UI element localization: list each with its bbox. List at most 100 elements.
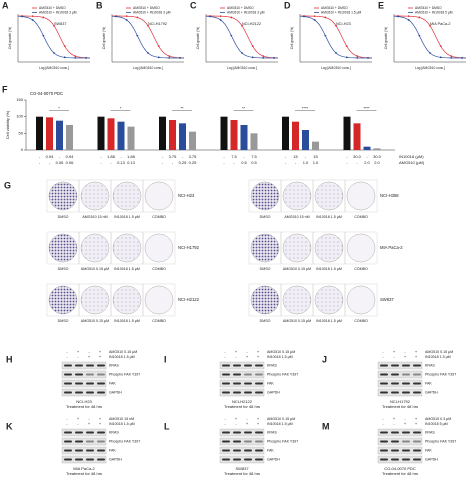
band: [75, 373, 83, 376]
in10018-dose: -: [59, 154, 61, 159]
amg510-dose: 1.0: [303, 160, 309, 165]
significance: ****: [302, 106, 309, 111]
band: [86, 382, 94, 385]
treatment-mark: -: [88, 349, 90, 354]
dose-point: [115, 15, 117, 18]
dose-point: [179, 57, 181, 59]
band: [97, 391, 105, 394]
x-axis-label: Log [AMG510 conc.]: [415, 66, 445, 70]
bar: [240, 125, 248, 150]
treatment-mark: -: [77, 421, 79, 426]
blot-strip: [61, 361, 107, 370]
band: [222, 373, 230, 376]
dose-point: [450, 55, 453, 58]
x-axis-label: Log [AMG510 conc.]: [39, 66, 69, 70]
band: [222, 440, 230, 443]
well: [250, 233, 280, 263]
band: [380, 458, 388, 461]
amg510-dose: 0.5: [251, 160, 257, 165]
panel-label: E: [378, 0, 384, 10]
well: [346, 181, 376, 211]
bar: [230, 120, 238, 150]
panel-label: M: [322, 421, 330, 431]
in10018-dose: -: [223, 154, 225, 159]
band: [380, 449, 388, 452]
y-tick-label: 100: [16, 114, 23, 119]
dose-point: [42, 16, 45, 19]
y-axis-label: Cell growth (%): [8, 27, 12, 50]
cell-line: SW837: [54, 22, 66, 26]
protein-label: KRAS: [425, 430, 435, 434]
treatment-mark: -: [382, 349, 384, 354]
amg510-dose: -: [39, 160, 41, 165]
bar: [220, 116, 228, 150]
plate-frame: [142, 231, 176, 265]
amg510-dose: -: [49, 160, 51, 165]
dose-point: [63, 56, 66, 59]
in10018-dose: 30.0: [373, 154, 382, 159]
in10018-dose: 7.5: [231, 154, 237, 159]
dose-point: [461, 57, 463, 59]
protein-label: Phospho FAK Y397: [109, 372, 140, 376]
band: [233, 431, 241, 434]
blot-strip: [219, 370, 265, 379]
band: [391, 440, 399, 443]
protein-label: KRAS: [267, 430, 277, 434]
legend-label: AMG510 + IN10018 3 μM: [39, 10, 77, 14]
in10018-dose: -: [305, 154, 307, 159]
dose-point: [367, 57, 369, 59]
condition-label: IN10018 1.5 μM: [114, 319, 140, 323]
significance: **: [242, 106, 246, 111]
dose-point: [241, 52, 243, 54]
treatment-mark: -: [393, 421, 395, 426]
condition-label: COMBO: [354, 319, 368, 323]
bar: [66, 125, 73, 150]
treatment-mark: -: [246, 416, 248, 421]
dose-point: [21, 15, 23, 18]
protein-label: Phospho FAK Y397: [267, 372, 298, 376]
treatment-mark: +: [393, 349, 396, 354]
band: [233, 449, 241, 452]
dose-point: [219, 19, 222, 21]
blot-strip: [377, 437, 423, 446]
panel-label: K: [6, 421, 13, 431]
amg510-dose: -: [223, 160, 225, 165]
treatment-label: IN10018 5 μM: [425, 422, 448, 426]
treatment-mark: +: [235, 349, 238, 354]
dose-point: [356, 55, 359, 58]
treatment-mark: -: [224, 416, 226, 421]
band: [391, 431, 399, 434]
blot-strip: [377, 361, 423, 370]
protein-label: GAPDH: [425, 390, 438, 394]
well: [144, 233, 174, 263]
treatment-mark: +: [393, 416, 396, 421]
dose-point: [313, 19, 316, 21]
y-tick-label: 150: [16, 97, 23, 102]
amg510-dose: -: [162, 160, 164, 165]
amg510-dose: 0.13: [117, 160, 126, 165]
condition-label: COMBO: [152, 215, 166, 219]
treatment-note: Treatment for 48 hrs: [382, 404, 418, 409]
treatment-mark: -: [88, 416, 90, 421]
treatment-mark: +: [99, 349, 102, 354]
dose-point: [313, 15, 316, 18]
cell-line: MIA PaCa-2: [430, 22, 450, 26]
condition-label: IN10018 1.5 μM: [316, 319, 342, 323]
treatment-mark: +: [404, 421, 407, 426]
band: [97, 458, 105, 461]
blot-strip: [61, 428, 107, 437]
bar: [302, 130, 309, 150]
condition-label: DMSO: [260, 319, 271, 323]
treatment-mark: +: [415, 416, 418, 421]
band: [75, 458, 83, 461]
band: [391, 373, 399, 376]
treatment-mark: +: [235, 416, 238, 421]
treatment-label: AMG510 0.3 μM: [425, 417, 451, 421]
in10018-dose: 1.88: [107, 154, 116, 159]
condition-label: AMG510 15 nM: [82, 215, 107, 219]
significance: **: [180, 106, 184, 111]
band: [255, 373, 263, 376]
legend-label: AMG510 + IN10018 3 μM: [133, 10, 171, 14]
treatment-mark: -: [66, 354, 68, 359]
amg510-dose: 0.06: [56, 160, 65, 165]
